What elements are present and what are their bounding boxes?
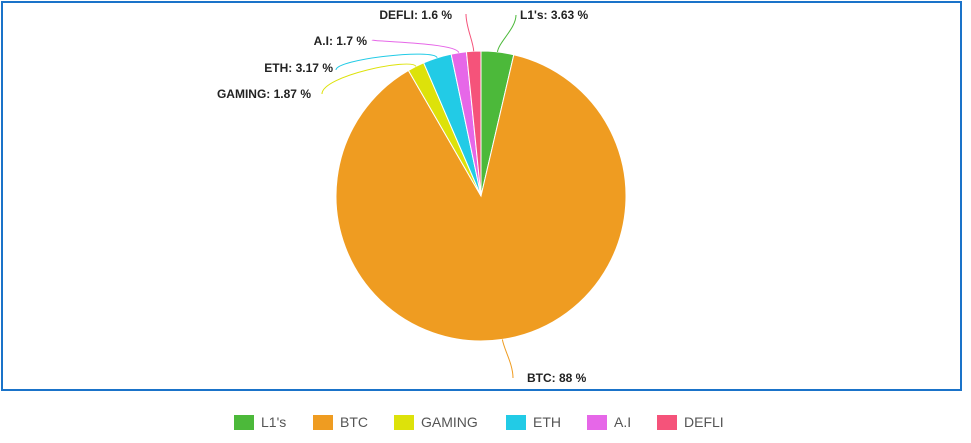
legend-label-gaming: GAMING	[421, 414, 478, 430]
legend-swatch-gaming	[394, 414, 414, 430]
legend-label-btc: BTC	[340, 414, 368, 430]
legend-swatch-btc	[313, 414, 333, 430]
legend-label-l1s: L1's	[261, 414, 287, 430]
slice-label-gaming: GAMING: 1.87 %	[217, 87, 311, 101]
slice-label-defli: DEFLI: 1.6 %	[379, 8, 452, 22]
pie-slice-defli[interactable]	[465, 50, 482, 197]
leader-line-eth	[335, 53, 438, 71]
slice-label-eth: ETH: 3.17 %	[264, 61, 333, 75]
legend-item-defli[interactable]: DEFLI	[657, 410, 724, 434]
legend: L1's BTC GAMING ETH A.I DEFLI	[0, 410, 971, 434]
legend-item-l1s[interactable]: L1's	[234, 410, 286, 434]
legend-swatch-l1s	[234, 414, 254, 430]
slice-label-l1s: L1's: 3.63 %	[520, 8, 589, 22]
legend-swatch-defli	[657, 414, 677, 430]
legend-label-defli: DEFLI	[684, 414, 724, 430]
legend-item-ai[interactable]: A.I	[587, 410, 631, 434]
slice-labels: L1's: 3.63 % BTC: 88 % GAMING: 1.87 % ETH: …	[217, 8, 589, 385]
legend-item-gaming[interactable]: GAMING	[394, 410, 478, 434]
legend-label-eth: ETH	[533, 414, 561, 430]
leader-line-l1s	[497, 14, 517, 53]
slice-label-ai: A.I: 1.7 %	[314, 34, 368, 48]
leader-line-ai	[371, 39, 460, 54]
legend-item-btc[interactable]: BTC	[313, 410, 368, 434]
leader-line-btc	[501, 339, 514, 379]
legend-label-ai: A.I	[614, 414, 632, 430]
label-leader-lines	[321, 13, 517, 379]
leader-line-gaming	[321, 63, 417, 95]
pie-slices	[335, 50, 627, 342]
legend-swatch-ai	[587, 414, 607, 430]
legend-item-eth[interactable]: ETH	[506, 410, 561, 434]
slice-label-btc: BTC: 88 %	[527, 371, 587, 385]
chart-frame	[1, 1, 962, 391]
leader-line-defli	[465, 13, 475, 52]
legend-swatch-eth	[506, 414, 526, 430]
